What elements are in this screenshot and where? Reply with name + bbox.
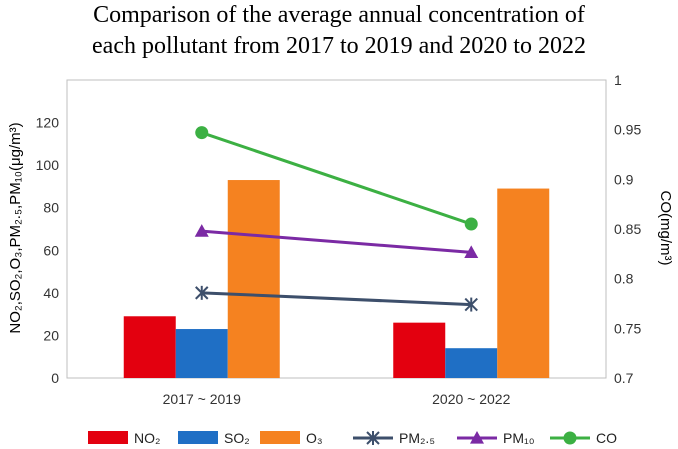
legend-label: CO (596, 430, 617, 446)
legend-item: PM₂.₅ (353, 430, 435, 446)
data-point (195, 285, 209, 300)
data-point (464, 217, 478, 231)
data-point (464, 245, 479, 259)
series-line (201, 131, 472, 226)
bar (497, 188, 550, 378)
data-point (470, 431, 484, 444)
legend-label: O₃ (306, 430, 323, 446)
legend-item: NO₂ (88, 430, 160, 446)
y-tick-left: 40 (43, 285, 59, 301)
data-point (194, 224, 209, 237)
y-tick-left: 20 (43, 327, 59, 343)
legend-swatch (260, 431, 300, 444)
data-point (563, 431, 577, 445)
bar (393, 322, 446, 378)
y-tick-right: 0.7 (614, 370, 634, 386)
legend-swatch (88, 431, 128, 444)
data-point (464, 297, 478, 312)
series-line (201, 291, 472, 307)
legend-swatch (178, 431, 218, 444)
y-tick-right: 0.8 (614, 271, 634, 287)
x-tick-label: 2017 ~ 2019 (163, 391, 241, 407)
y-tick-left: 100 (36, 157, 60, 173)
legend-label: SO₂ (224, 430, 250, 446)
legend-item: SO₂ (178, 430, 250, 446)
chart-title-line-1: Comparison of the average annual concent… (93, 2, 585, 28)
bar (227, 180, 280, 378)
legend-item: CO (550, 430, 617, 446)
legend: NO₂ SO₂ O₃ PM₂.₅ PM₁₀ CO (88, 430, 617, 446)
data-point (366, 431, 380, 445)
legend-label: PM₁₀ (503, 430, 535, 446)
y-tick-left: 120 (36, 115, 60, 131)
plot-area (66, 79, 607, 379)
x-tick-label: 2020 ~ 2022 (432, 391, 510, 407)
y-tick-right: 1 (614, 72, 622, 88)
y-tick-right: 0.75 (614, 320, 641, 336)
y-tick-right: 0.85 (614, 221, 641, 237)
y-tick-left: 80 (43, 200, 59, 216)
series-line (201, 229, 472, 254)
bar (123, 316, 176, 378)
bar (175, 329, 228, 378)
bar (445, 348, 498, 378)
data-point (195, 126, 209, 140)
y-tick-right: 0.9 (614, 171, 634, 187)
y-axis-label-left: NO₂,SO₂,O₃,PM₂.₅,PM₁₀(μg/m³) (7, 122, 24, 333)
legend-label: NO₂ (134, 430, 160, 446)
chart-title: Comparison of the average annual concent… (0, 0, 678, 62)
legend-item: O₃ (260, 430, 323, 446)
y-tick-left: 0 (51, 370, 59, 386)
legend-item: PM₁₀ (457, 430, 535, 446)
y-tick-left: 60 (43, 242, 59, 258)
y-tick-right: 0.95 (614, 122, 641, 138)
chart-title-line-2: each pollutant from 2017 to 2019 and 202… (92, 33, 586, 59)
y-axis-label-right: CO(mg/m³) (657, 191, 674, 266)
legend-label: PM₂.₅ (399, 430, 435, 446)
